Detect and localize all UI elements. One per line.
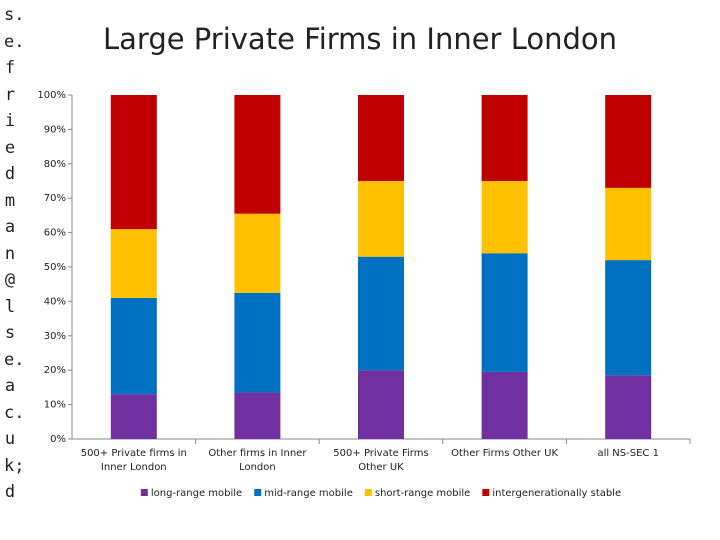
bar-segment	[110, 394, 157, 439]
bar-segment	[605, 260, 652, 376]
bar-segment	[110, 297, 157, 395]
legend-label: short-range mobile	[375, 488, 470, 499]
y-tick-label: 50%	[44, 262, 66, 273]
y-tick-label: 20%	[44, 365, 66, 376]
legend-label: long-range mobile	[151, 488, 242, 499]
bar-segment	[358, 370, 404, 439]
x-tick-label: 500+ Private firms in Inner London	[80, 448, 187, 473]
bar-segment	[481, 95, 528, 181]
bar-segment	[110, 229, 157, 298]
y-tick-label: 10%	[44, 400, 66, 411]
x-tick-label: Other firms in Inner London	[208, 448, 307, 473]
bar-segment	[605, 375, 652, 439]
y-tick-label: 90%	[44, 124, 66, 135]
y-tick-label: 80%	[44, 159, 66, 170]
chart-title: Large Private Firms in Inner London	[103, 22, 617, 56]
bar-segment	[605, 95, 652, 188]
bar-segment	[358, 181, 404, 257]
legend-swatch	[254, 489, 262, 496]
legend-label: intergenerationally stable	[492, 488, 621, 499]
bar-segment	[605, 187, 652, 261]
bar-segment	[481, 181, 528, 254]
y-tick-label: 40%	[44, 296, 66, 307]
legend-swatch	[482, 489, 490, 496]
bar-segment	[234, 213, 281, 293]
bar-segment	[234, 95, 281, 214]
bar-segment	[481, 253, 528, 372]
y-tick-label: 0%	[50, 434, 66, 445]
bar-segment	[358, 95, 404, 181]
bar-segment	[110, 95, 157, 230]
legend-swatch	[364, 489, 372, 496]
x-tick-label: Other Firms Other UK	[451, 448, 559, 459]
x-tick-label: all NS-SEC 1	[597, 448, 659, 459]
y-tick-label: 30%	[44, 331, 66, 342]
bar-segment	[234, 392, 281, 439]
y-tick-label: 60%	[44, 228, 66, 239]
bar-segment	[481, 371, 528, 439]
bar-segment	[234, 292, 281, 393]
legend-swatch	[140, 489, 148, 496]
x-tick-label: 500+ Private Firms Other UK	[333, 448, 429, 473]
bar-segment	[358, 256, 404, 371]
legend-label: mid-range mobile	[264, 488, 353, 499]
y-tick-label: 100%	[37, 90, 66, 101]
y-tick-label: 70%	[44, 193, 66, 204]
